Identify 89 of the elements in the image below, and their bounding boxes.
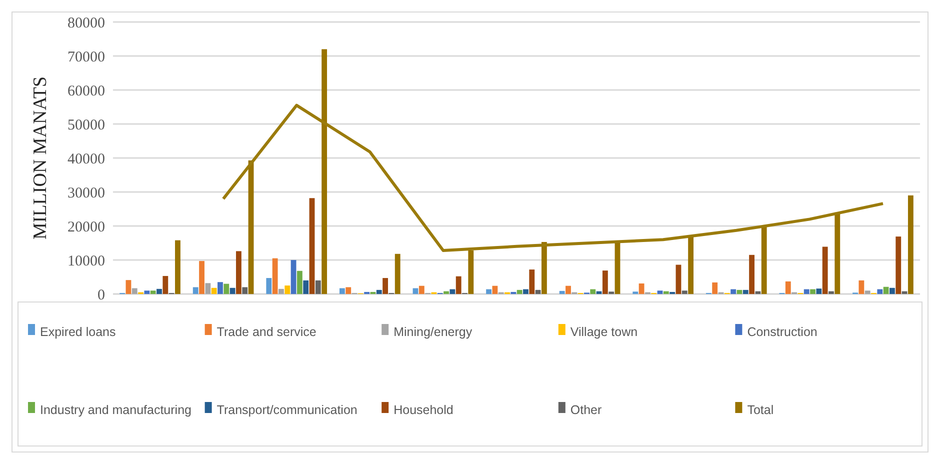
bar xyxy=(450,289,456,294)
legend-label: Total xyxy=(747,402,774,417)
bar xyxy=(315,280,321,294)
bar xyxy=(175,240,180,294)
bar xyxy=(230,288,236,294)
bar xyxy=(156,288,162,294)
bar xyxy=(590,289,596,294)
y-tick-label: 60000 xyxy=(68,83,105,100)
y-axis-title: MILLION MANATS xyxy=(30,76,51,240)
y-tick-label: 20000 xyxy=(68,219,105,236)
bar xyxy=(883,286,889,294)
y-tick-label: 80000 xyxy=(68,15,105,32)
legend-label: Transport/communication xyxy=(216,402,358,417)
y-tick-label: 10000 xyxy=(68,253,105,270)
bar xyxy=(266,278,272,294)
legend-label: Household xyxy=(394,402,454,417)
bar xyxy=(559,290,565,294)
bar xyxy=(804,289,810,294)
bar xyxy=(523,289,528,294)
bar xyxy=(272,258,278,294)
bar xyxy=(162,276,168,294)
bar xyxy=(205,283,211,294)
bar xyxy=(896,236,902,294)
bar xyxy=(755,291,761,294)
bar xyxy=(199,261,204,294)
bar xyxy=(236,251,242,294)
bar xyxy=(278,288,284,294)
bar xyxy=(742,290,748,294)
bar xyxy=(682,290,688,294)
bar xyxy=(132,288,138,294)
bar xyxy=(412,288,418,294)
legend-label: Trade and service xyxy=(216,324,316,339)
legend-label: Mining/energy xyxy=(394,324,473,339)
bar xyxy=(303,280,309,294)
bar xyxy=(749,254,754,294)
legend-label: Construction xyxy=(747,324,818,339)
bar xyxy=(890,288,895,294)
y-tick-label: 70000 xyxy=(68,49,105,66)
bar xyxy=(663,291,669,294)
bar xyxy=(211,288,217,294)
bar xyxy=(284,286,290,294)
bar xyxy=(418,286,424,294)
bar xyxy=(382,278,388,294)
bar xyxy=(144,290,150,294)
bar xyxy=(810,289,816,294)
bar xyxy=(535,290,541,294)
bar xyxy=(529,270,535,294)
bar xyxy=(346,287,352,294)
y-tick-label: 0 xyxy=(98,287,105,304)
bar xyxy=(822,246,828,294)
bar xyxy=(566,286,571,294)
legend-label: Industry and manufacturing xyxy=(40,402,192,417)
bar xyxy=(908,195,914,294)
bar xyxy=(602,270,608,294)
bar xyxy=(394,254,400,294)
bar xyxy=(486,289,492,294)
bar xyxy=(192,287,198,294)
bar xyxy=(638,283,644,294)
bar xyxy=(456,276,462,294)
y-tick-label: 30000 xyxy=(68,185,105,202)
bar xyxy=(290,260,296,294)
bar xyxy=(242,287,248,294)
bar xyxy=(877,289,883,294)
bar xyxy=(828,291,834,294)
legend-label: Expired loans xyxy=(40,324,116,339)
bar xyxy=(816,288,822,294)
bar xyxy=(516,290,522,294)
bar xyxy=(224,284,230,294)
bar xyxy=(218,282,223,294)
bar xyxy=(376,290,382,294)
bar xyxy=(444,291,449,294)
bar xyxy=(864,290,870,294)
bar xyxy=(712,282,718,294)
y-tick-label: 50000 xyxy=(68,117,105,134)
bar xyxy=(150,290,156,294)
bar xyxy=(492,286,498,294)
bar xyxy=(339,288,345,294)
bar xyxy=(676,264,682,294)
bar xyxy=(309,198,315,294)
bar xyxy=(657,290,663,294)
bar xyxy=(296,270,302,294)
bar xyxy=(730,289,736,294)
bar xyxy=(785,281,791,294)
legend-label: Village town xyxy=(570,324,638,339)
bar xyxy=(126,280,132,294)
legend-label: Other xyxy=(570,402,602,417)
y-tick-label: 40000 xyxy=(68,151,105,168)
bar xyxy=(736,290,742,294)
bar xyxy=(858,280,864,294)
